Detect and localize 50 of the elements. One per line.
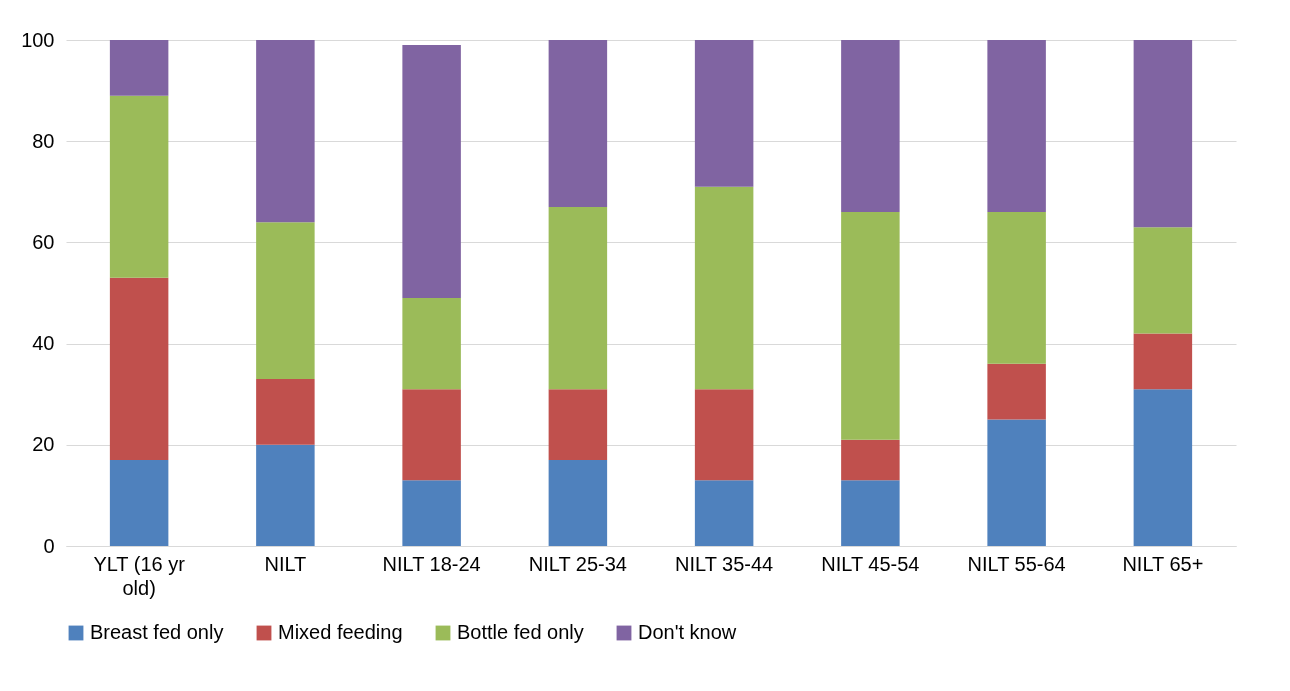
legend-label: Don't know: [638, 621, 737, 643]
bar: [694, 186, 754, 390]
y-tick-label: 0: [43, 534, 55, 557]
bar: [402, 480, 461, 546]
bar: [109, 95, 169, 278]
bar: [694, 389, 754, 481]
x-tick-label: NILT 45-54: [821, 552, 920, 575]
legend-label: Mixed feeding: [278, 621, 403, 643]
x-tick-label: NILT 25-34: [528, 552, 627, 575]
bar: [109, 40, 169, 96]
bar: [548, 389, 608, 460]
bar: [841, 40, 900, 213]
x-tick-label: NILT 65+: [1122, 552, 1204, 575]
y-tick-label: 20: [32, 433, 55, 456]
bar: [548, 40, 608, 207]
x-tick-label: NILT 55-64: [967, 552, 1066, 575]
bar: [256, 444, 315, 546]
bar: [402, 389, 461, 481]
bar: [1133, 333, 1193, 390]
bar: [987, 363, 1046, 420]
legend-label: Bottle fed only: [457, 621, 584, 643]
x-tick-label: NILT: [264, 552, 307, 575]
x-tick-label: YLT (16 yr old): [93, 552, 186, 599]
y-tick-label: 80: [32, 129, 55, 152]
legend-label: Breast fed only: [90, 621, 224, 643]
bar: [1133, 389, 1193, 546]
bar: [109, 277, 169, 460]
bar: [841, 212, 900, 440]
y-tick-label: 40: [32, 332, 55, 355]
bar: [548, 206, 608, 390]
bar: [987, 212, 1046, 364]
bar: [1133, 227, 1193, 334]
bar: [694, 40, 754, 187]
bar: [841, 439, 900, 481]
bar: [987, 419, 1046, 546]
bar: [548, 459, 608, 546]
y-tick-label: 60: [32, 230, 55, 253]
bar: [256, 379, 315, 445]
bar: [841, 480, 900, 546]
bar: [109, 459, 169, 546]
y-tick-label: 100: [21, 28, 55, 51]
bar: [256, 40, 315, 223]
bar: [694, 480, 754, 546]
x-tick-label: NILT 35-44: [675, 552, 774, 575]
bar: [1133, 40, 1193, 228]
x-tick-label: NILT 18-24: [382, 552, 481, 575]
bar: [987, 40, 1046, 213]
bar: [402, 45, 461, 299]
bar: [402, 298, 461, 390]
bar: [256, 222, 315, 380]
